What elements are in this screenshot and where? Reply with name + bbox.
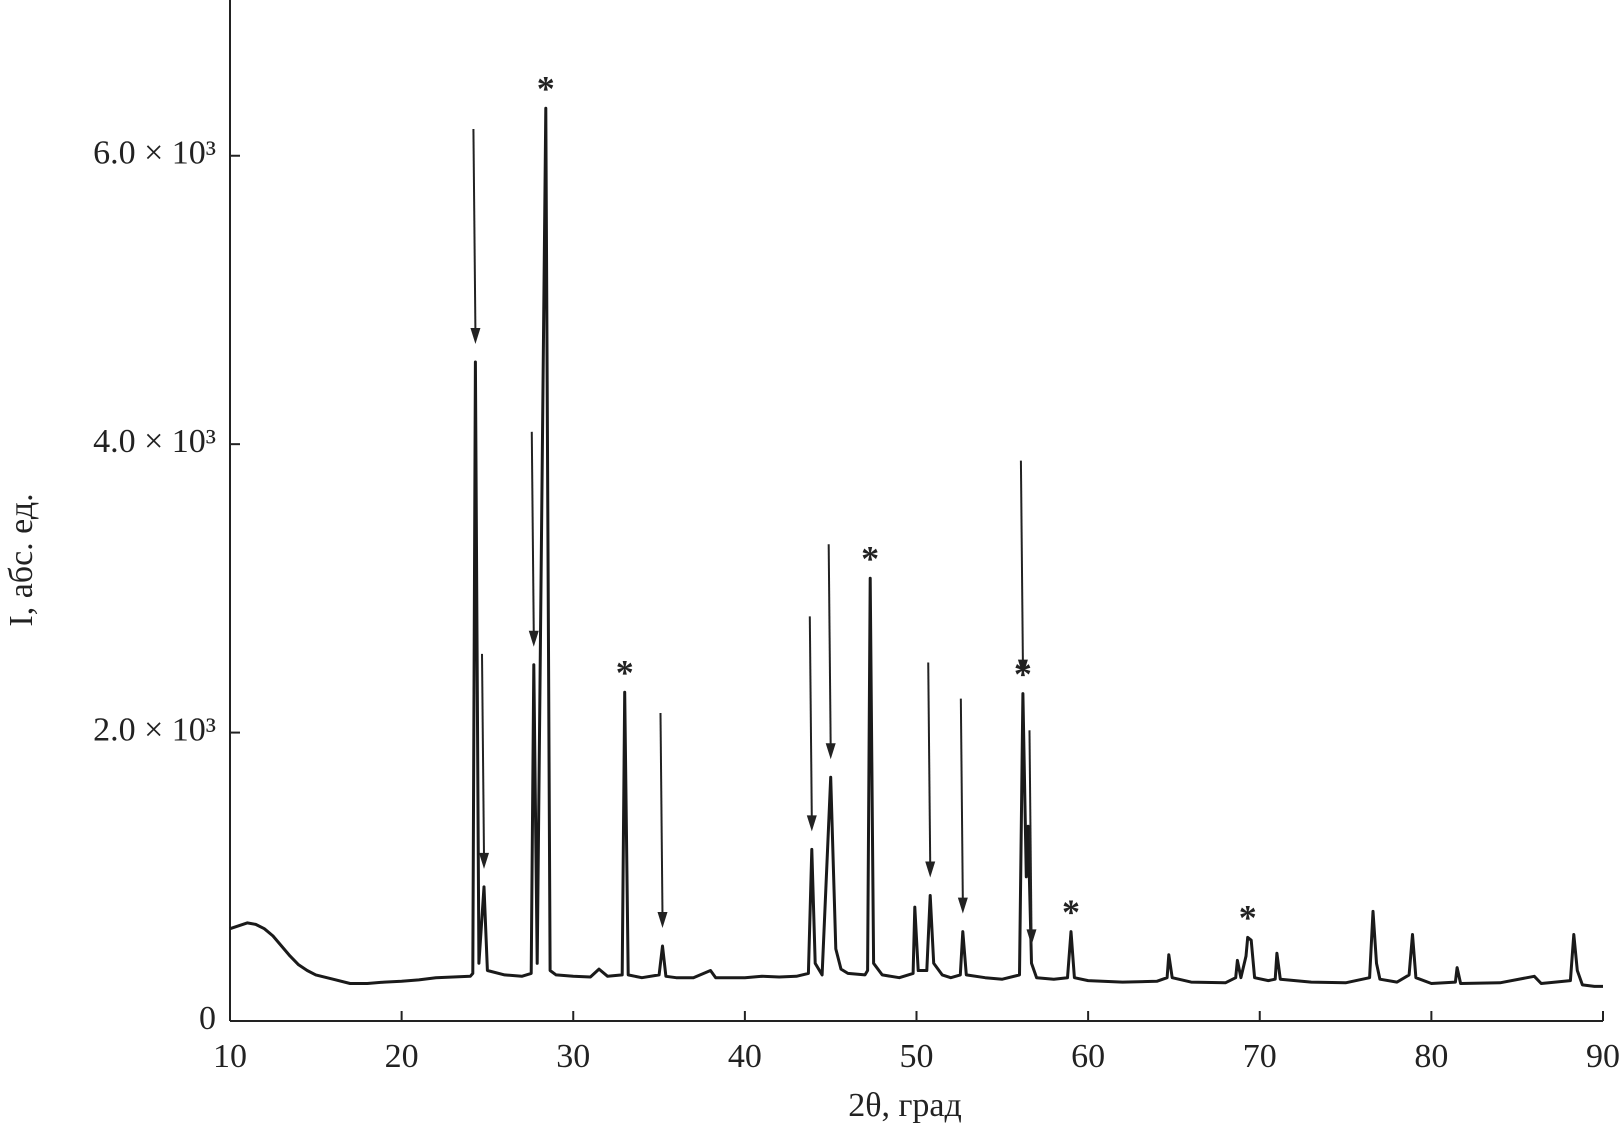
arrow-shaft: [1028, 730, 1033, 934]
peak-marker: *: [861, 539, 879, 579]
x-tick-label: 10: [213, 1038, 247, 1075]
x-tick-label: 40: [728, 1038, 762, 1075]
arrow-head: [657, 912, 668, 929]
y-tick-label: 2.0 × 10³: [93, 711, 216, 748]
arrow: [1017, 460, 1028, 676]
arrow: [479, 653, 490, 869]
arrow-head: [1026, 929, 1037, 946]
arrow: [825, 544, 836, 760]
arrow: [657, 713, 668, 929]
arrow-head: [925, 861, 936, 878]
peak-marker: *: [1239, 898, 1257, 938]
arrow-head: [806, 815, 817, 832]
arrow-head: [1017, 659, 1028, 676]
arrow: [925, 662, 936, 878]
arrow-head: [470, 327, 481, 344]
y-axis-title: I, абс. ед.: [3, 493, 40, 626]
x-tick-label: 60: [1071, 1038, 1105, 1075]
arrow-shaft: [659, 713, 664, 917]
arrow-shaft: [1019, 460, 1024, 664]
x-axis-title: 2θ, град: [848, 1087, 962, 1124]
arrow-head: [825, 743, 836, 760]
x-tick-label: 30: [556, 1038, 590, 1075]
arrow-shaft: [472, 128, 477, 332]
arrow-shaft: [827, 544, 832, 748]
x-tick-label: 50: [900, 1038, 934, 1075]
x-tick-label: 20: [385, 1038, 419, 1075]
arrow-head: [528, 630, 539, 647]
arrow: [528, 431, 539, 647]
x-tick-label: 70: [1243, 1038, 1277, 1075]
arrow: [806, 616, 817, 832]
arrow-shaft: [530, 431, 535, 635]
xrd-line: [229, 106, 1603, 988]
arrow: [957, 698, 968, 914]
arrow-head: [479, 852, 490, 869]
y-tick-label: 4.0 × 10³: [93, 423, 216, 460]
arrow: [1026, 730, 1037, 946]
peak-marker: *: [616, 652, 634, 692]
y-tick-label: 6.0 × 10³: [93, 135, 216, 172]
arrow-shaft: [808, 616, 813, 820]
peak-marker: *: [537, 68, 555, 108]
y-tick-label: 0: [199, 1000, 216, 1037]
x-tick-label: 80: [1414, 1038, 1448, 1075]
arrow-shaft: [481, 653, 486, 857]
x-tick-label: 90: [1586, 1038, 1620, 1075]
arrow-shaft: [927, 662, 932, 866]
arrow-head: [957, 897, 968, 914]
arrow-shaft: [959, 698, 964, 902]
arrow: [470, 128, 481, 344]
peak-marker: *: [1062, 892, 1080, 932]
